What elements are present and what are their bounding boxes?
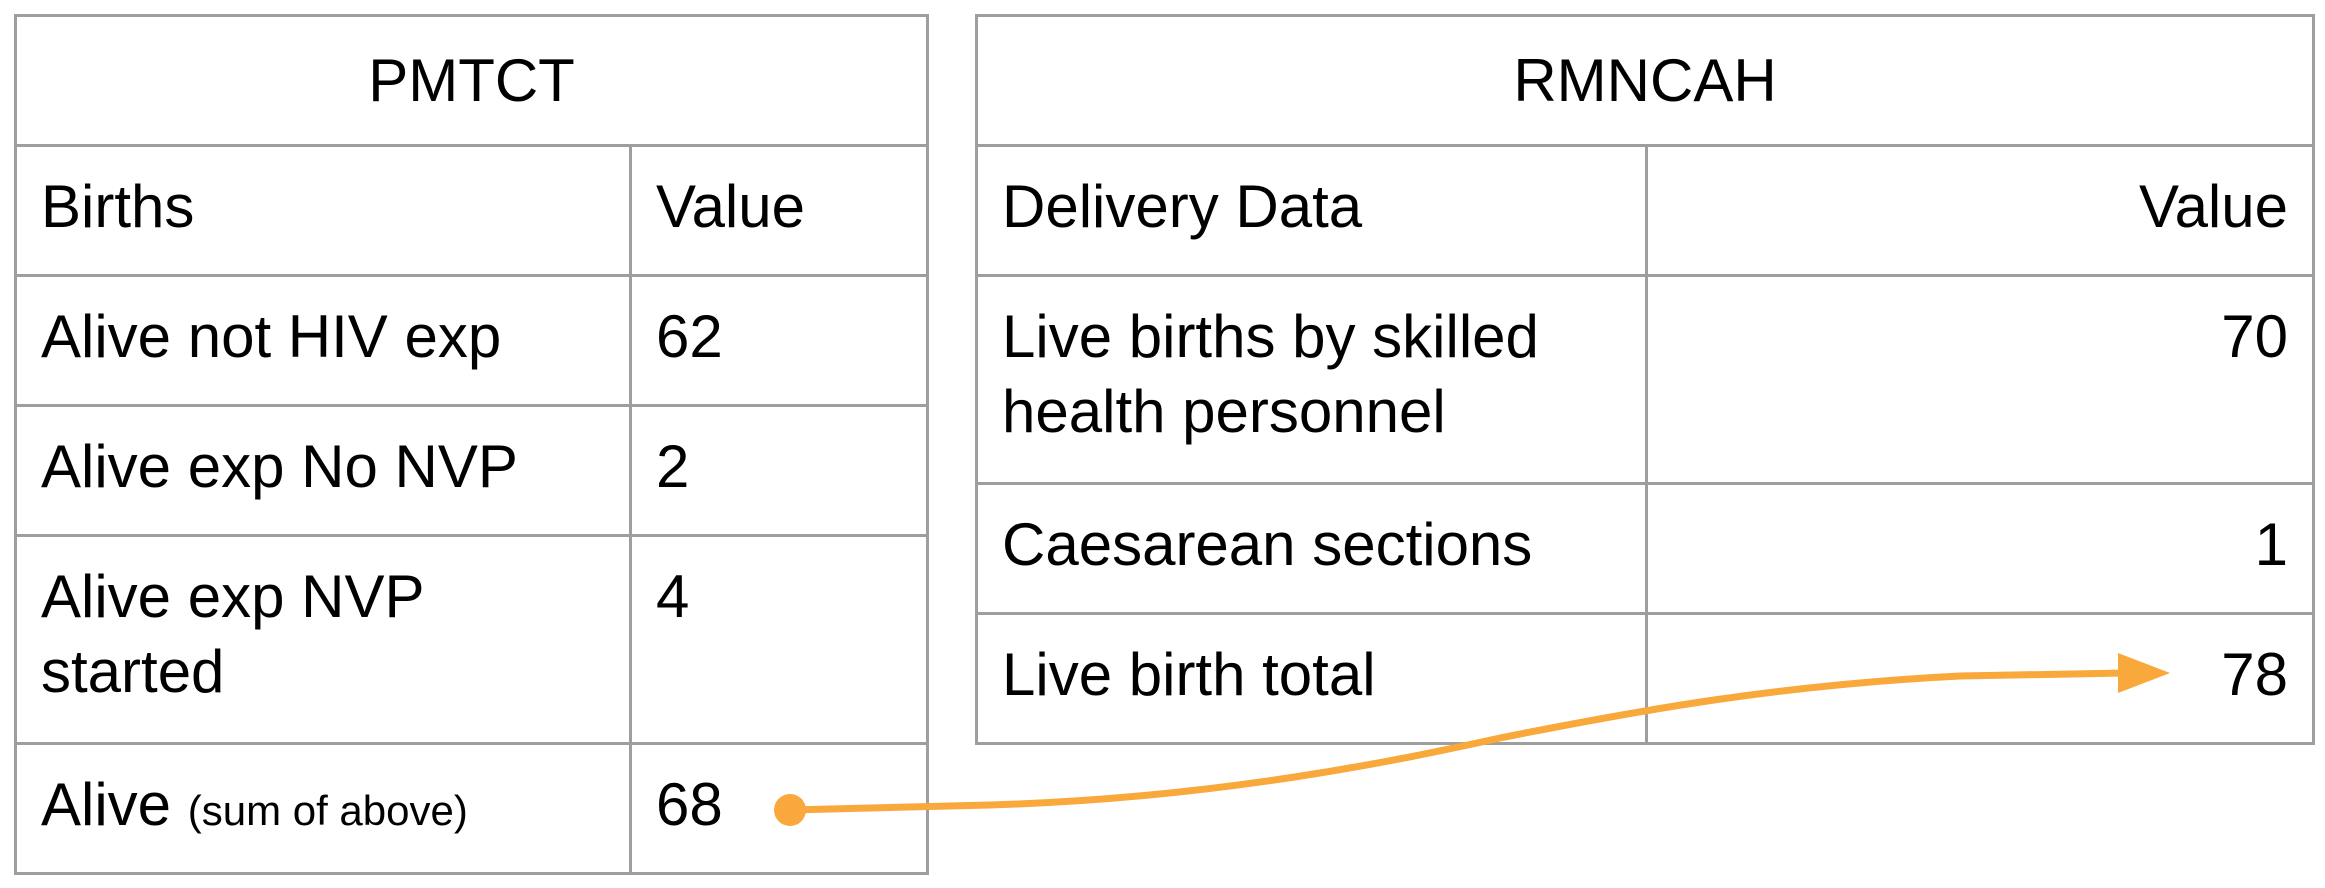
rmncah-row-label: Caesarean sections [975,482,1648,615]
pmtct-table: PMTCT Births Value Alive not HIV exp 62 … [13,14,930,875]
rmncah-row-label: Live births by skilled health personnel [975,274,1648,485]
alive-note: (sum of above) [187,787,468,834]
pmtct-row-value-alive: 68 [628,742,930,875]
pmtct-row-label: Alive not HIV exp [14,274,632,407]
rmncah-row-value: 70 [1644,274,2316,485]
pmtct-row-value: 4 [628,534,930,745]
rmncah-table: RMNCAH Delivery Data Value Live births b… [974,14,2316,745]
pmtct-header-label: Births [14,144,632,277]
pmtct-row-label-alive: Alive (sum of above) [14,742,632,875]
rmncah-row-label-total: Live birth total [975,612,1648,745]
pmtct-row-value: 2 [628,404,930,537]
rmncah-row-value-total: 78 [1644,612,2316,745]
rmncah-title: RMNCAH [974,14,2316,147]
pmtct-row-label: Alive exp No NVP [14,404,632,537]
pmtct-title: PMTCT [13,14,930,147]
alive-label: Alive [41,771,172,838]
rmncah-header-value: Value [1644,144,2316,277]
pmtct-row-label: Alive exp NVP started [14,534,632,745]
rmncah-row-value: 1 [1644,482,2316,615]
rmncah-header-label: Delivery Data [975,144,1648,277]
pmtct-header-value: Value [628,144,930,277]
pmtct-row-value: 62 [628,274,930,407]
